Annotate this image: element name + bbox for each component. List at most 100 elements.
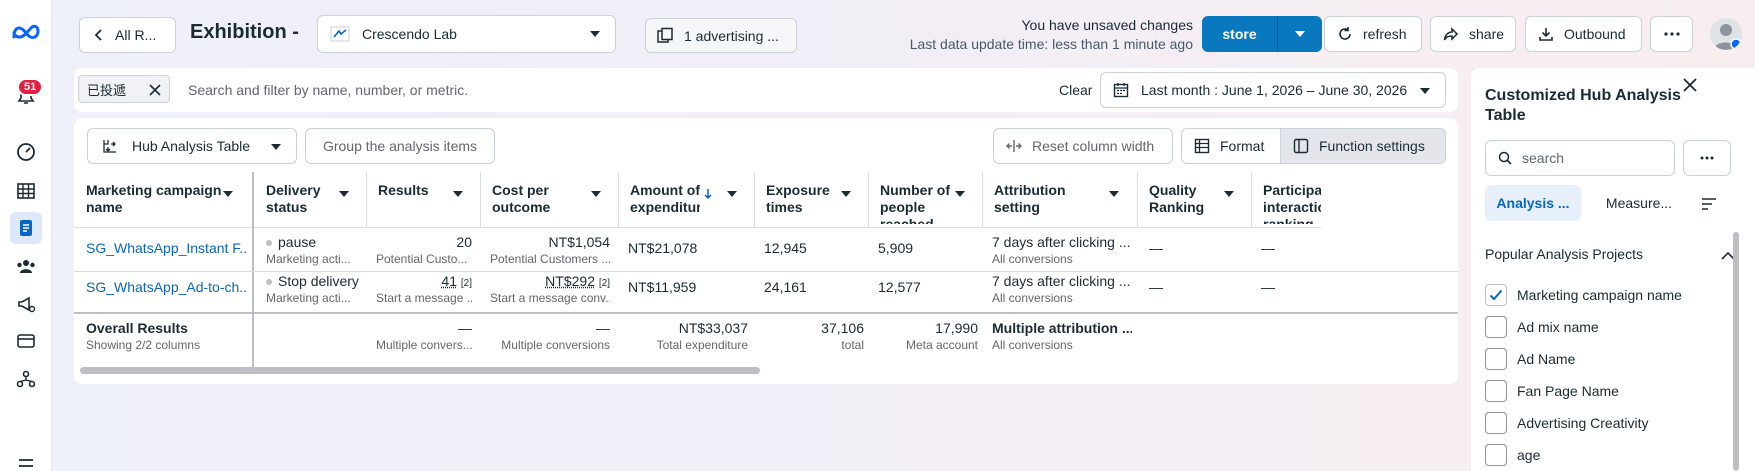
column-header-participation-ranking[interactable]: Participation interaction ranking bbox=[1251, 172, 1321, 228]
column-header-results[interactable]: Results bbox=[366, 172, 480, 228]
sort-lines-icon[interactable] bbox=[1701, 197, 1717, 211]
reached-cell: 5,909 bbox=[878, 240, 914, 256]
share-label: share bbox=[1469, 26, 1505, 42]
campaign-name-link[interactable]: SG_WhatsApp_Instant F... bbox=[86, 240, 246, 256]
chevron-up-icon[interactable] bbox=[1721, 251, 1735, 260]
campaign-megaphone-icon[interactable] bbox=[10, 288, 42, 320]
more-options-button[interactable] bbox=[1650, 16, 1693, 52]
checkbox-checked[interactable] bbox=[1485, 284, 1507, 306]
horizontal-scrollbar[interactable] bbox=[80, 367, 760, 374]
frozen-column-divider[interactable] bbox=[252, 172, 254, 372]
column-header-quality-ranking[interactable]: Quality Ranking bbox=[1137, 172, 1251, 228]
date-range-label: Last month : June 1, 2026 – June 30, 202… bbox=[1141, 82, 1408, 98]
column-menu-button[interactable] bbox=[722, 184, 742, 204]
store-button[interactable]: store bbox=[1202, 16, 1278, 52]
outbound-button[interactable]: Outbound bbox=[1525, 16, 1642, 52]
amount-spent-cell: NT$11,959 bbox=[628, 279, 697, 295]
checkbox[interactable] bbox=[1485, 316, 1507, 338]
sort-descending-icon[interactable] bbox=[698, 184, 718, 204]
footnote-marker[interactable]: [2] bbox=[460, 278, 472, 289]
close-icon[interactable] bbox=[1683, 78, 1697, 92]
status-filter-chip[interactable]: 已投遞 bbox=[78, 75, 170, 103]
table-grid-icon[interactable] bbox=[10, 175, 42, 207]
avatar[interactable] bbox=[1710, 18, 1742, 50]
amount-spent-cell: NT$21,078 bbox=[628, 240, 698, 256]
total-amount-cell: NT$33,037 Total expenditure bbox=[656, 320, 748, 352]
column-header-campaign-name[interactable]: Marketing campaign name bbox=[74, 172, 252, 228]
ad-set-icon bbox=[657, 27, 673, 43]
unsaved-status: You have unsaved changes Last data updat… bbox=[900, 16, 1193, 54]
filter-bar: 已投遞 Search and filter by name, number, o… bbox=[74, 68, 1458, 112]
option-age[interactable]: age bbox=[1485, 443, 1540, 467]
option-advertising-creativity[interactable]: Advertising Creativity bbox=[1485, 411, 1649, 435]
column-header-attribution-setting[interactable]: Attribution setting bbox=[982, 172, 1137, 228]
total-exposure-cell: 37,106 total bbox=[821, 320, 864, 352]
download-icon bbox=[1539, 28, 1553, 41]
menu-icon[interactable] bbox=[10, 448, 42, 471]
close-icon[interactable] bbox=[149, 84, 161, 96]
participation-ranking-cell: — bbox=[1261, 279, 1275, 295]
function-settings-label: Function settings bbox=[1319, 138, 1425, 154]
table-selector[interactable]: Hub Analysis Table bbox=[87, 128, 297, 164]
function-settings-button[interactable]: Function settings bbox=[1280, 128, 1446, 164]
results-table: Marketing campaign name Delivery status … bbox=[74, 172, 1458, 372]
store-options-button[interactable] bbox=[1278, 16, 1322, 52]
reset-label: Reset column width bbox=[1032, 138, 1155, 154]
dashboard-icon[interactable] bbox=[10, 136, 42, 168]
back-button[interactable]: All R... bbox=[79, 17, 176, 53]
refresh-label: refresh bbox=[1363, 26, 1407, 42]
column-menu-button[interactable] bbox=[448, 184, 468, 204]
caret-down-icon bbox=[1295, 31, 1305, 37]
column-menu-button[interactable] bbox=[950, 184, 970, 204]
format-button[interactable]: Format bbox=[1181, 128, 1281, 164]
reset-column-width-button[interactable]: Reset column width bbox=[993, 128, 1173, 164]
checkbox[interactable] bbox=[1485, 348, 1507, 370]
checkbox[interactable] bbox=[1485, 380, 1507, 402]
column-header-delivery-status[interactable]: Delivery status bbox=[254, 172, 366, 228]
column-menu-button[interactable] bbox=[586, 184, 606, 204]
side-search-input[interactable]: search bbox=[1485, 140, 1675, 176]
quality-ranking-cell: — bbox=[1149, 240, 1163, 256]
delivery-status-cell: pause Marketing acti... bbox=[266, 234, 351, 266]
caret-down-icon bbox=[590, 31, 600, 37]
tab-measure[interactable]: Measure... bbox=[1605, 195, 1673, 211]
customize-side-panel: Customized Hub Analysis Table search Ana… bbox=[1471, 68, 1755, 471]
account-selector[interactable]: Crescendo Lab bbox=[317, 15, 616, 53]
checkbox[interactable] bbox=[1485, 444, 1507, 466]
column-header-cost-per-outcome[interactable]: Cost per outcome bbox=[480, 172, 618, 228]
integrations-icon[interactable] bbox=[10, 363, 42, 395]
option-fan-page-name[interactable]: Fan Page Name bbox=[1485, 379, 1619, 403]
column-menu-button[interactable] bbox=[1104, 184, 1124, 204]
date-range-picker[interactable]: Last month : June 1, 2026 – June 30, 202… bbox=[1100, 72, 1446, 108]
group-analysis-button[interactable]: Group the analysis items bbox=[305, 128, 495, 164]
option-marketing-campaign-name[interactable]: Marketing campaign name bbox=[1485, 283, 1682, 307]
option-ad-name[interactable]: Ad Name bbox=[1485, 347, 1575, 371]
column-header-people-reached[interactable]: Number of people reached bbox=[868, 172, 982, 228]
audience-icon[interactable] bbox=[10, 250, 42, 282]
clear-button[interactable]: Clear bbox=[1059, 82, 1093, 98]
footnote-marker[interactable]: [2] bbox=[598, 278, 610, 289]
exposure-cell: 24,161 bbox=[764, 279, 807, 295]
ads-selector[interactable]: 1 advertising ... bbox=[645, 18, 797, 53]
billing-card-icon[interactable] bbox=[10, 325, 42, 357]
campaign-name-link[interactable]: SG_WhatsApp_Ad-to-ch... bbox=[86, 279, 246, 295]
side-more-button[interactable] bbox=[1683, 140, 1731, 176]
tab-analysis[interactable]: Analysis ... bbox=[1485, 185, 1581, 221]
total-cost-cell: — Multiple conversions bbox=[501, 320, 610, 352]
reports-icon[interactable] bbox=[10, 212, 42, 244]
option-ad-mix-name[interactable]: Ad mix name bbox=[1485, 315, 1599, 339]
share-button[interactable]: share bbox=[1430, 16, 1516, 52]
column-menu-button[interactable] bbox=[836, 184, 856, 204]
column-menu-button[interactable] bbox=[334, 184, 354, 204]
column-menu-button[interactable] bbox=[1219, 184, 1239, 204]
side-panel-scrollbar[interactable] bbox=[1733, 232, 1739, 471]
column-menu-button[interactable] bbox=[218, 184, 238, 204]
refresh-button[interactable]: refresh bbox=[1324, 16, 1422, 52]
column-header-amount-spent[interactable]: Amount of expenditure bbox=[618, 172, 754, 228]
search-filter-input[interactable]: Search and filter by name, number, or me… bbox=[188, 82, 469, 98]
delivery-status-cell: Stop delivery Marketing acti... bbox=[266, 273, 359, 305]
checkbox[interactable] bbox=[1485, 412, 1507, 434]
format-label: Format bbox=[1220, 138, 1265, 154]
meta-logo-icon[interactable] bbox=[10, 16, 42, 48]
column-header-exposure-times[interactable]: Exposure times bbox=[754, 172, 868, 228]
